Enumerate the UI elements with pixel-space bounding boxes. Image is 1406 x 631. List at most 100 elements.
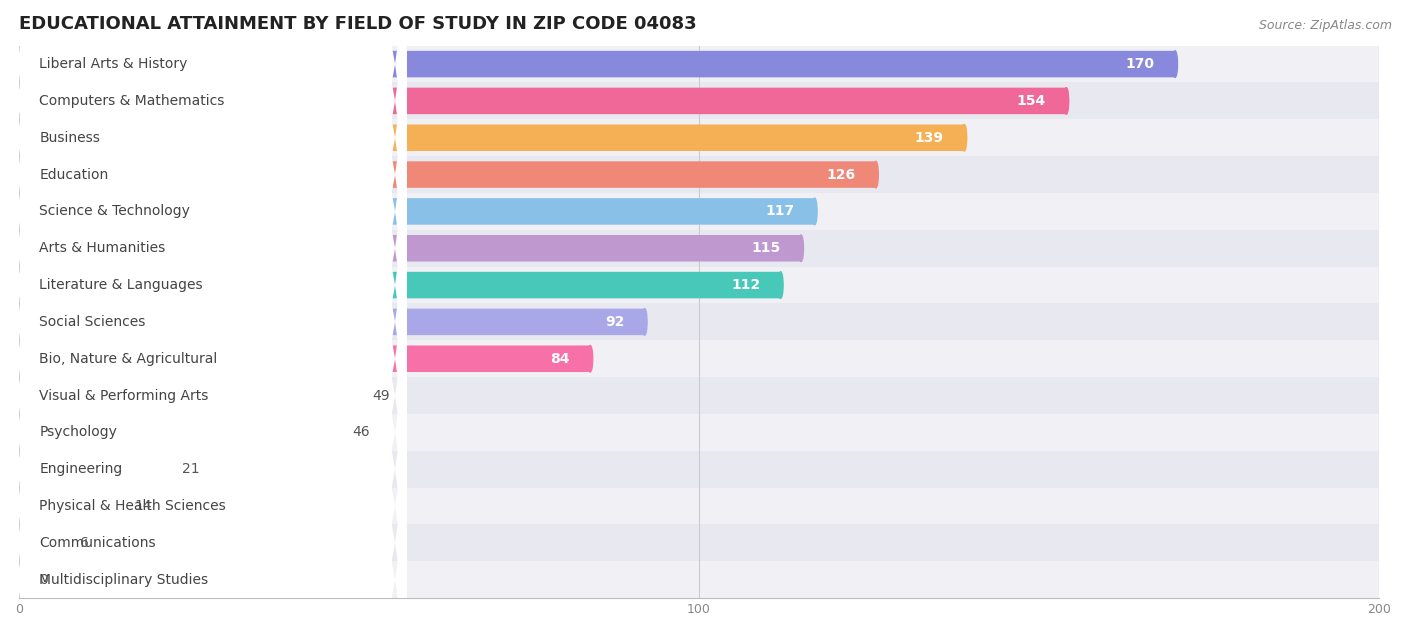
Bar	[20, 267, 1379, 304]
FancyBboxPatch shape	[6, 186, 406, 604]
Circle shape	[58, 529, 62, 556]
Text: Liberal Arts & History: Liberal Arts & History	[39, 57, 188, 71]
FancyBboxPatch shape	[20, 162, 876, 188]
Bar	[20, 524, 1379, 562]
Circle shape	[1173, 51, 1177, 78]
Circle shape	[588, 346, 593, 372]
FancyBboxPatch shape	[20, 51, 1175, 78]
FancyBboxPatch shape	[20, 419, 332, 445]
Bar	[20, 414, 1379, 451]
FancyBboxPatch shape	[6, 113, 406, 531]
Circle shape	[17, 346, 21, 372]
Circle shape	[17, 235, 21, 261]
Bar	[20, 488, 1379, 524]
Circle shape	[17, 272, 21, 298]
Circle shape	[778, 272, 783, 298]
Circle shape	[17, 493, 21, 519]
Bar	[20, 304, 1379, 340]
Text: 6: 6	[80, 536, 89, 550]
FancyBboxPatch shape	[20, 309, 644, 335]
FancyBboxPatch shape	[20, 529, 60, 556]
Text: Engineering: Engineering	[39, 463, 122, 476]
FancyBboxPatch shape	[20, 198, 814, 225]
FancyBboxPatch shape	[6, 297, 406, 631]
Text: Visual & Performing Arts: Visual & Performing Arts	[39, 389, 208, 403]
Text: Bio, Nature & Agricultural: Bio, Nature & Agricultural	[39, 351, 218, 366]
FancyBboxPatch shape	[6, 39, 406, 457]
Circle shape	[873, 162, 879, 188]
Text: Computers & Mathematics: Computers & Mathematics	[39, 94, 225, 108]
Text: 126: 126	[827, 168, 855, 182]
Text: 84: 84	[550, 351, 569, 366]
Text: EDUCATIONAL ATTAINMENT BY FIELD OF STUDY IN ZIP CODE 04083: EDUCATIONAL ATTAINMENT BY FIELD OF STUDY…	[20, 15, 696, 33]
Bar	[20, 45, 1379, 83]
Text: Social Sciences: Social Sciences	[39, 315, 146, 329]
Circle shape	[17, 162, 21, 188]
Circle shape	[17, 88, 21, 114]
Circle shape	[962, 124, 967, 151]
Circle shape	[17, 456, 21, 483]
Circle shape	[799, 235, 803, 261]
Circle shape	[17, 529, 21, 556]
Text: 14: 14	[135, 499, 152, 513]
Bar	[20, 156, 1379, 193]
Text: Physical & Health Sciences: Physical & Health Sciences	[39, 499, 226, 513]
FancyBboxPatch shape	[6, 0, 406, 347]
Text: Arts & Humanities: Arts & Humanities	[39, 241, 166, 256]
Text: 46: 46	[353, 425, 370, 439]
Text: 154: 154	[1017, 94, 1046, 108]
FancyBboxPatch shape	[6, 0, 406, 384]
Text: 92: 92	[605, 315, 624, 329]
Bar	[20, 83, 1379, 119]
Circle shape	[643, 309, 647, 335]
Text: 21: 21	[183, 463, 200, 476]
FancyBboxPatch shape	[20, 235, 801, 261]
Bar	[20, 119, 1379, 156]
Text: 112: 112	[731, 278, 761, 292]
Text: Communications: Communications	[39, 536, 156, 550]
Circle shape	[159, 456, 165, 483]
FancyBboxPatch shape	[6, 260, 406, 631]
Bar	[20, 451, 1379, 488]
Circle shape	[17, 382, 21, 409]
Text: 0: 0	[39, 573, 48, 587]
Circle shape	[17, 51, 21, 78]
Circle shape	[17, 309, 21, 335]
FancyBboxPatch shape	[6, 223, 406, 631]
FancyBboxPatch shape	[6, 370, 406, 631]
Circle shape	[17, 419, 21, 445]
FancyBboxPatch shape	[20, 493, 114, 519]
Text: 170: 170	[1126, 57, 1154, 71]
FancyBboxPatch shape	[6, 2, 406, 421]
Circle shape	[111, 493, 117, 519]
Text: Education: Education	[39, 168, 108, 182]
Bar	[20, 340, 1379, 377]
FancyBboxPatch shape	[6, 76, 406, 494]
Text: 117: 117	[765, 204, 794, 218]
Text: Business: Business	[39, 131, 100, 144]
FancyBboxPatch shape	[20, 272, 780, 298]
Circle shape	[17, 124, 21, 151]
FancyBboxPatch shape	[20, 382, 353, 409]
Circle shape	[329, 419, 335, 445]
Bar	[20, 193, 1379, 230]
Circle shape	[1064, 88, 1069, 114]
FancyBboxPatch shape	[6, 0, 406, 310]
Bar	[20, 377, 1379, 414]
FancyBboxPatch shape	[20, 456, 162, 483]
Text: Multidisciplinary Studies: Multidisciplinary Studies	[39, 573, 208, 587]
Text: Psychology: Psychology	[39, 425, 117, 439]
Circle shape	[350, 382, 354, 409]
FancyBboxPatch shape	[6, 0, 406, 273]
Text: 115: 115	[751, 241, 780, 256]
FancyBboxPatch shape	[6, 334, 406, 631]
Text: 139: 139	[915, 131, 943, 144]
Circle shape	[813, 198, 817, 225]
Text: Science & Technology: Science & Technology	[39, 204, 190, 218]
Text: Literature & Languages: Literature & Languages	[39, 278, 202, 292]
Bar	[20, 562, 1379, 598]
FancyBboxPatch shape	[20, 88, 1066, 114]
FancyBboxPatch shape	[20, 124, 965, 151]
FancyBboxPatch shape	[20, 346, 591, 372]
Text: 49: 49	[373, 389, 391, 403]
